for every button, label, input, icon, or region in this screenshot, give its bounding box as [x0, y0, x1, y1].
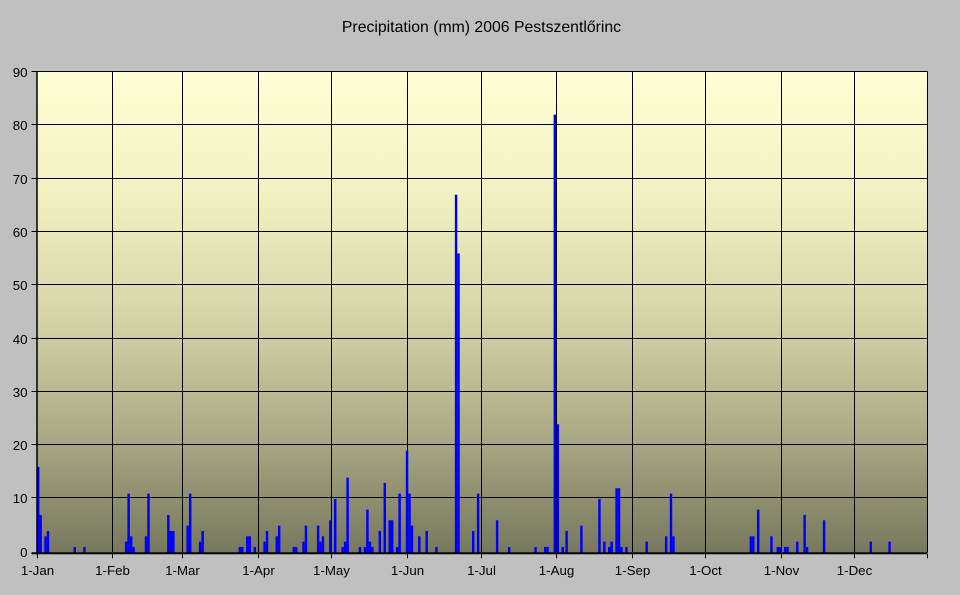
svg-text:1-Oct: 1-Oct — [689, 563, 722, 578]
svg-text:1-Jun: 1-Jun — [391, 563, 424, 578]
svg-text:60: 60 — [13, 225, 28, 240]
svg-text:Precipitation (mm) 2006 Pestsz: Precipitation (mm) 2006 Pestszentlőrinc — [342, 19, 621, 36]
svg-text:1-Mar: 1-Mar — [165, 563, 200, 578]
svg-text:90: 90 — [13, 65, 28, 80]
svg-text:1-Jan: 1-Jan — [21, 563, 54, 578]
svg-text:10: 10 — [13, 491, 28, 506]
svg-text:20: 20 — [13, 438, 28, 453]
svg-text:1-Sep: 1-Sep — [615, 563, 650, 578]
svg-text:40: 40 — [13, 332, 28, 347]
svg-text:70: 70 — [13, 172, 28, 187]
svg-text:80: 80 — [13, 118, 28, 133]
svg-text:1-Nov: 1-Nov — [764, 563, 800, 578]
svg-text:1-May: 1-May — [313, 563, 350, 578]
svg-text:1-Feb: 1-Feb — [95, 563, 130, 578]
svg-text:1-Jul: 1-Jul — [467, 563, 496, 578]
svg-text:30: 30 — [13, 385, 28, 400]
svg-text:1-Aug: 1-Aug — [539, 563, 574, 578]
svg-text:1-Apr: 1-Apr — [242, 563, 275, 578]
svg-text:0: 0 — [20, 545, 27, 560]
svg-text:50: 50 — [13, 278, 28, 293]
svg-text:1-Dec: 1-Dec — [837, 563, 873, 578]
